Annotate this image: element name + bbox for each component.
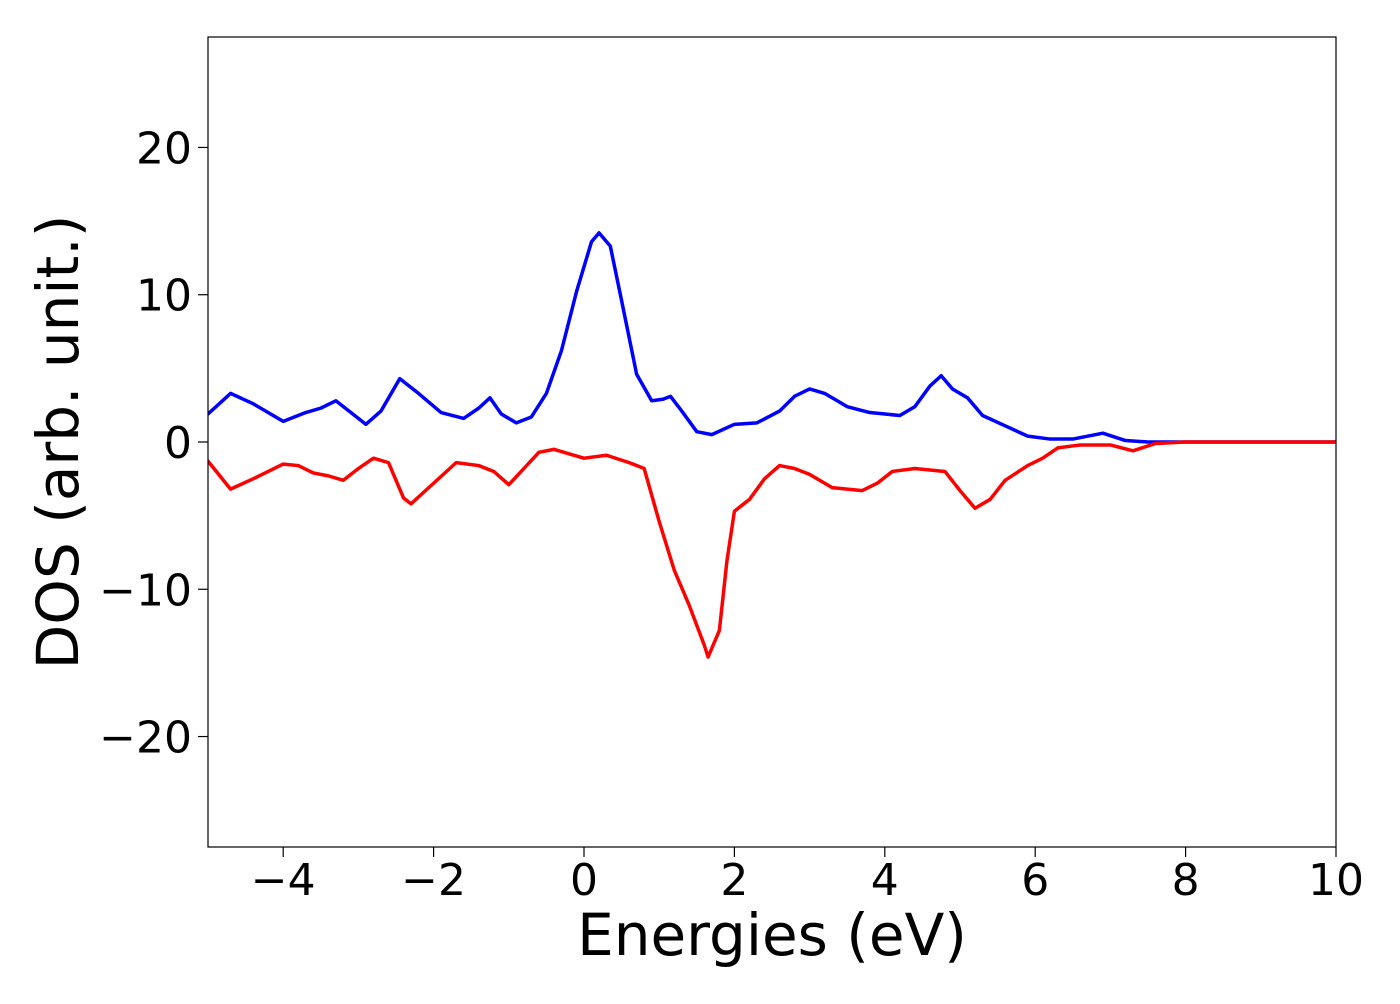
- y-axis-label: DOS (arb. unit.): [24, 215, 92, 670]
- y-tick-label: −20: [99, 713, 192, 764]
- x-tick-label: −2: [401, 855, 466, 906]
- y-tick-label: 20: [136, 123, 192, 174]
- y-tick-label: −10: [99, 565, 192, 616]
- x-tick-label: 6: [1021, 855, 1049, 906]
- x-tick-label: 4: [871, 855, 899, 906]
- x-tick-label: 8: [1172, 855, 1200, 906]
- line-series: [208, 440, 1336, 659]
- line-series: [208, 231, 1336, 444]
- x-tick-label: 10: [1308, 855, 1364, 906]
- y-tick-label: 10: [136, 271, 192, 322]
- x-tick-label: −4: [251, 855, 316, 906]
- x-tick-label: 2: [720, 855, 748, 906]
- plot-area: [208, 231, 1336, 659]
- x-tick-label: 0: [570, 855, 598, 906]
- x-axis-label: Energies (eV): [577, 901, 967, 969]
- y-tick-label: 0: [164, 418, 192, 469]
